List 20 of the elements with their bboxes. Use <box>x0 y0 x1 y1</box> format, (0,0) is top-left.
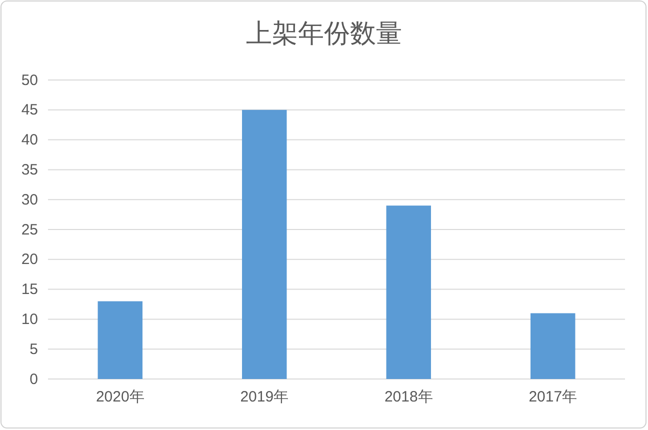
bar <box>386 206 431 379</box>
bar <box>242 110 287 379</box>
y-tick-label: 45 <box>21 102 38 119</box>
x-tick-label: 2017年 <box>528 388 578 406</box>
bar <box>530 313 576 379</box>
y-tick-label: 40 <box>21 132 38 149</box>
y-tick-label: 15 <box>21 281 38 298</box>
x-tick-label: 2019年 <box>240 388 289 406</box>
chart-title: 上架年份数量 <box>246 19 402 49</box>
y-tick-label: 20 <box>21 251 38 268</box>
y-tick-label: 50 <box>21 72 38 89</box>
x-tick-label: 2018年 <box>384 388 433 406</box>
y-tick-label: 25 <box>21 221 38 238</box>
y-tick-label: 0 <box>30 370 38 388</box>
y-tick-label: 10 <box>21 311 38 328</box>
x-tick-label: 2020年 <box>96 388 144 406</box>
y-tick-label: 5 <box>30 340 38 358</box>
y-tick-label: 30 <box>21 191 38 208</box>
bar <box>98 301 142 379</box>
y-tick-label: 35 <box>21 162 38 178</box>
